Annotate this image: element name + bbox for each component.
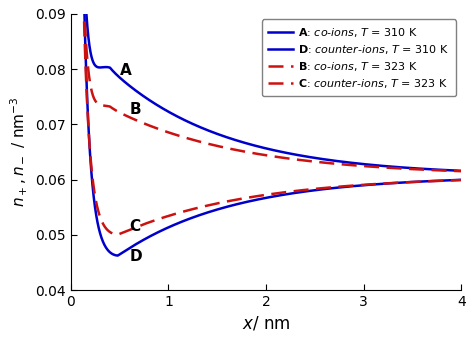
Text: B: B [129,102,141,117]
Y-axis label: $n_+, n_-$ / nm$^{-3}$: $n_+, n_-$ / nm$^{-3}$ [9,97,30,207]
Text: C: C [129,219,141,234]
X-axis label: $\mathit{x}$/ nm: $\mathit{x}$/ nm [242,315,291,333]
Text: A: A [120,63,131,78]
Text: D: D [129,249,142,264]
Legend: $\bf{A}$: $\it{co}$-$\it{ions}$, $\it{T}$ = 310 K, $\bf{D}$: $\it{counter}$-$\it: $\bf{A}$: $\it{co}$-$\it{ions}$, $\it{T}… [262,19,456,97]
